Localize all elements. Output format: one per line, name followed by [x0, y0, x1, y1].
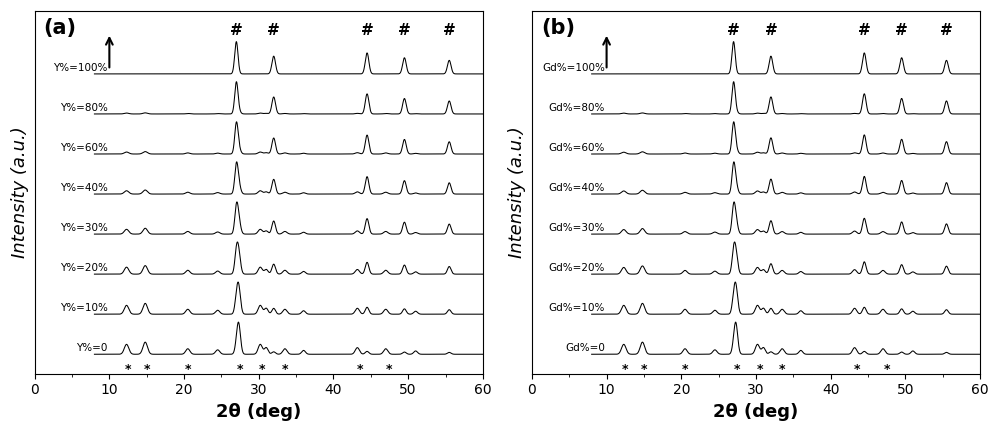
- Text: Gd%=40%: Gd%=40%: [549, 183, 605, 193]
- Text: Gd%=60%: Gd%=60%: [549, 143, 605, 152]
- X-axis label: 2θ (deg): 2θ (deg): [713, 403, 799, 421]
- Text: #: #: [858, 23, 871, 38]
- Y-axis label: Intensity (a.u.): Intensity (a.u.): [508, 127, 526, 258]
- Text: Gd%=100%: Gd%=100%: [542, 63, 605, 73]
- Y-axis label: Intensity (a.u.): Intensity (a.u.): [11, 127, 29, 258]
- Text: *: *: [883, 363, 890, 376]
- Text: *: *: [356, 363, 363, 376]
- Text: #: #: [230, 23, 243, 38]
- Text: Y%=80%: Y%=80%: [60, 103, 108, 113]
- Text: *: *: [779, 363, 785, 376]
- Text: *: *: [756, 363, 763, 376]
- Text: #: #: [765, 23, 777, 38]
- Text: (a): (a): [44, 19, 77, 38]
- Text: *: *: [185, 363, 191, 376]
- Text: #: #: [895, 23, 908, 38]
- Text: #: #: [940, 23, 953, 38]
- Text: Y%=60%: Y%=60%: [60, 143, 108, 152]
- Text: *: *: [143, 363, 150, 376]
- Text: (b): (b): [541, 19, 575, 38]
- Text: Gd%=80%: Gd%=80%: [549, 103, 605, 113]
- Text: *: *: [237, 363, 243, 376]
- Text: *: *: [386, 363, 393, 376]
- Text: Gd%=20%: Gd%=20%: [549, 263, 605, 273]
- Text: #: #: [443, 23, 456, 38]
- Text: Y%=0: Y%=0: [76, 343, 108, 353]
- Text: *: *: [125, 363, 131, 376]
- Text: #: #: [398, 23, 411, 38]
- Text: Y%=20%: Y%=20%: [60, 263, 108, 273]
- Text: *: *: [682, 363, 688, 376]
- Text: *: *: [854, 363, 860, 376]
- Text: *: *: [641, 363, 647, 376]
- Text: Gd%=0: Gd%=0: [565, 343, 605, 353]
- Text: #: #: [267, 23, 280, 38]
- Text: *: *: [282, 363, 288, 376]
- Text: Y%=40%: Y%=40%: [60, 183, 108, 193]
- X-axis label: 2θ (deg): 2θ (deg): [216, 403, 301, 421]
- Text: Y%=30%: Y%=30%: [60, 223, 108, 233]
- Text: Gd%=30%: Gd%=30%: [549, 223, 605, 233]
- Text: *: *: [622, 363, 629, 376]
- Text: *: *: [259, 363, 266, 376]
- Text: Gd%=10%: Gd%=10%: [549, 303, 605, 313]
- Text: #: #: [727, 23, 740, 38]
- Text: *: *: [734, 363, 741, 376]
- Text: Y%=100%: Y%=100%: [53, 63, 108, 73]
- Text: Y%=10%: Y%=10%: [60, 303, 108, 313]
- Text: #: #: [361, 23, 373, 38]
